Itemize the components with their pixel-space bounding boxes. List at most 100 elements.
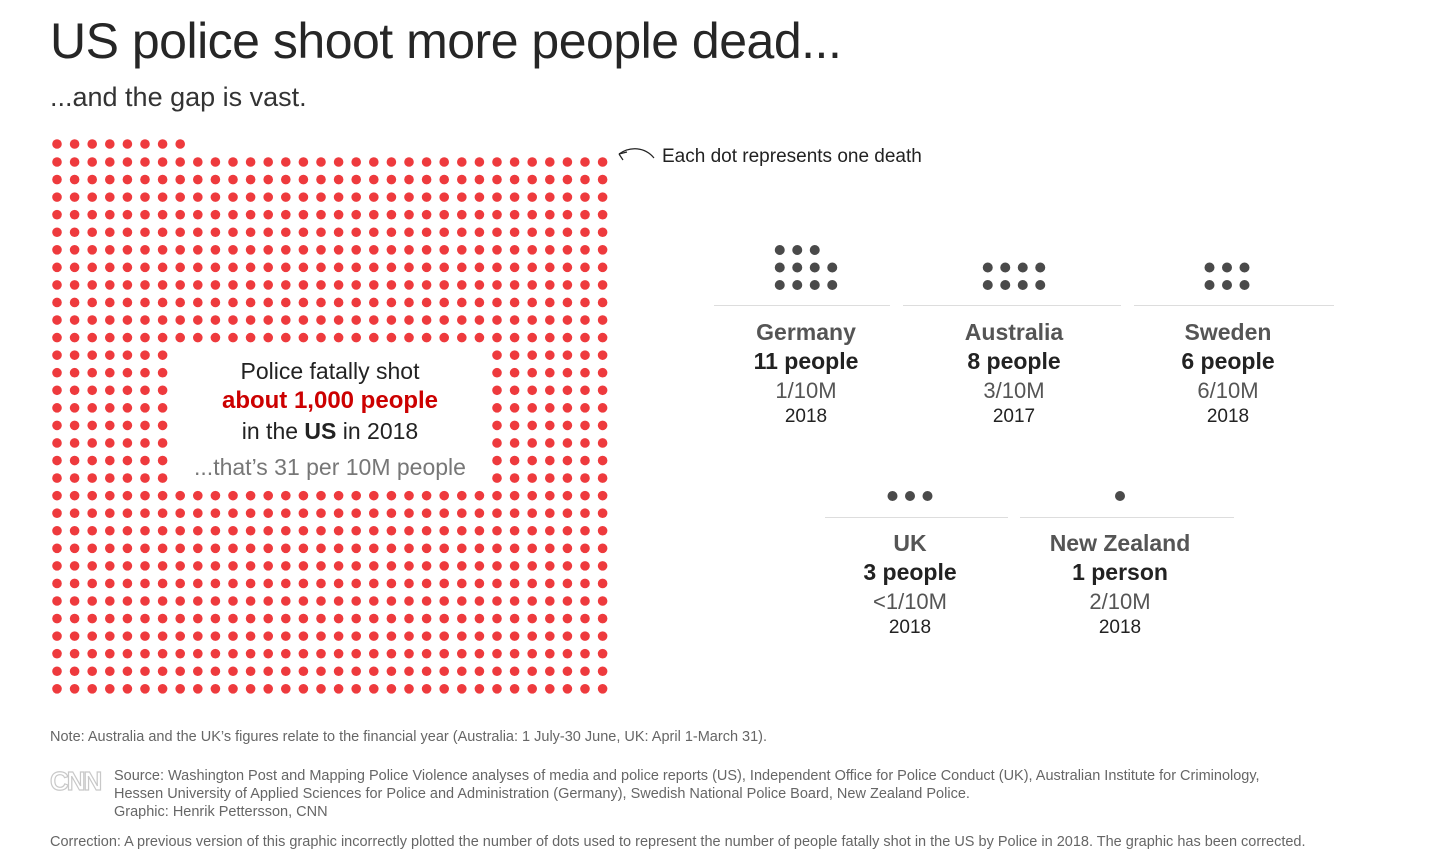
us-dot [527,227,537,238]
us-dot [527,209,537,220]
us-dot [509,385,520,396]
us-dot [597,490,608,501]
us-dot [492,157,502,167]
us-dot [580,508,590,518]
us-dot [492,666,502,677]
us-dot [245,262,256,273]
us-dot [316,209,326,220]
us-dot [175,139,185,149]
us-dot [175,596,185,606]
us-dot [298,315,309,325]
us-dot [105,350,115,360]
us-dot [439,613,450,624]
us-dot [52,245,62,255]
us-dot [580,385,590,396]
us-dot [386,227,397,238]
us-dot [545,596,555,606]
us-dot [157,648,168,659]
us-dot [562,561,573,571]
us-dot [351,262,362,273]
us-dot [193,631,203,641]
us-dot [175,174,185,185]
us-dot [228,227,238,238]
us-dot [175,631,185,641]
us-dot [597,192,608,202]
us-dot [263,543,274,554]
us-dot [597,666,608,677]
us-dot [157,596,168,606]
us-dot [69,613,80,624]
us-dot [492,490,502,501]
us-dot [439,596,450,606]
us-dot [52,543,62,554]
divider-sweden [1134,305,1334,306]
us-dot [193,648,203,659]
us-dot [316,280,326,290]
us-dot [597,420,608,431]
us-dot [439,245,450,255]
us-dot [52,385,62,396]
us-dot [492,578,502,589]
us-dot [175,561,185,571]
us-dot [474,315,485,325]
us-dot [122,631,133,641]
divider-germany [714,305,890,306]
us-dot [140,596,150,606]
us-dot [404,666,414,677]
us-dot [386,631,397,641]
us-dot [52,332,62,343]
us-dot [545,490,555,501]
us-dot [509,420,520,431]
us-dot [509,648,520,659]
us-dot [492,262,502,273]
us-dot [210,631,221,641]
us-dot [263,192,274,202]
us-dot [386,648,397,659]
us-dot [122,174,133,185]
us-dot [122,473,133,483]
us-dot [545,684,555,694]
us-dot [69,578,80,589]
us-dot [580,648,590,659]
us-country: US [304,418,337,444]
us-dot [474,192,485,202]
us-dot [580,525,590,536]
us-dot [157,525,168,536]
us-dot [245,508,256,518]
us-dot [439,192,450,202]
us-dot [439,157,450,167]
us-dot [386,543,397,554]
us-dot [527,490,537,501]
us-dot [263,280,274,290]
us-dot [140,473,150,483]
us-dot [492,297,502,308]
us-dot [298,280,309,290]
country-new-zealand: New Zealand 1 person 2/10M 2018 [1010,529,1230,640]
us-dot [351,245,362,255]
us-dot [298,192,309,202]
us-dot [386,596,397,606]
country-name: New Zealand [1049,530,1191,556]
us-dot [210,332,221,343]
us-dot [457,192,467,202]
us-dot [509,613,520,624]
us-dot [140,139,150,149]
us-dot [245,297,256,308]
us-dot [175,543,185,554]
us-dot [263,578,274,589]
us-dot [562,648,573,659]
us-dot [492,525,502,536]
us-dot [527,666,537,677]
us-dot [333,648,344,659]
divider-australia [903,305,1121,306]
us-dot [404,174,414,185]
us-dot [105,139,115,149]
us-dot [210,280,221,290]
us-dot [597,350,608,360]
country-dot-germany [792,280,803,290]
country-name: Australia [964,319,1064,345]
us-dot [245,684,256,694]
us-dot [492,227,502,238]
us-dot [193,209,203,220]
us-dot [562,280,573,290]
